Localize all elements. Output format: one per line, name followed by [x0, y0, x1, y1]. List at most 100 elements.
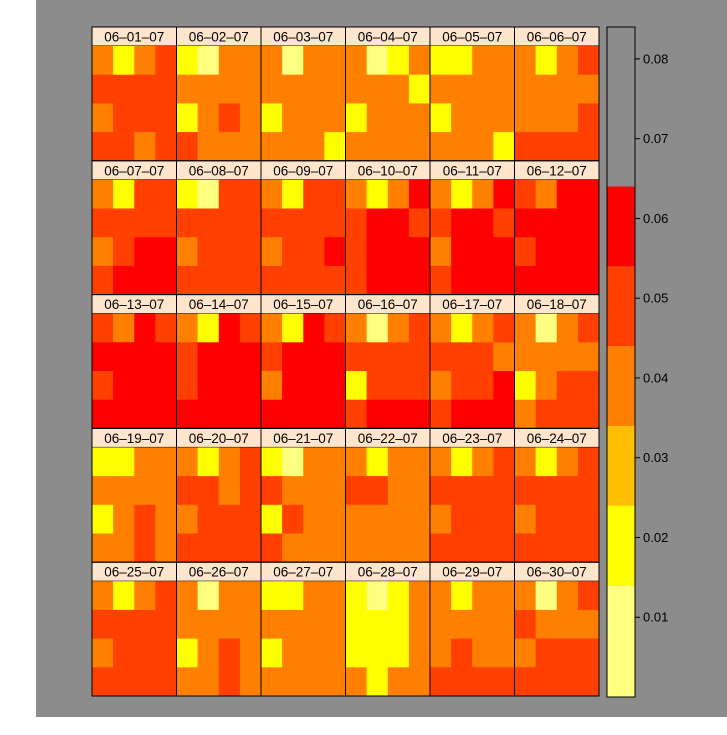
heatmap-cell [387, 208, 410, 238]
heatmap-cell [282, 208, 304, 238]
heatmap-cell [408, 504, 431, 534]
heatmap-cell [155, 533, 177, 563]
heatmap-cell [451, 237, 473, 267]
heatmap-cell [472, 342, 494, 372]
heatmap-cell [451, 371, 473, 401]
heatmap-cell [92, 399, 114, 429]
heatmap-cell [92, 447, 114, 477]
heatmap-cell [535, 265, 558, 296]
heatmap-cell [197, 179, 220, 209]
heatmap-cell [176, 399, 199, 429]
heatmap-cell [261, 371, 283, 401]
heatmap-cell [451, 447, 473, 477]
heatmap-cell [176, 476, 199, 506]
heatmap-cell [176, 46, 199, 76]
heatmap-cell [239, 179, 262, 209]
heatmap-cell [134, 74, 156, 104]
panel-label: 06–13–07 [104, 297, 164, 312]
heatmap-cell [155, 399, 177, 429]
heatmap-cell [430, 237, 452, 267]
heatmap-cell [472, 447, 494, 477]
heatmap-cell [408, 237, 431, 267]
heatmap-cell [556, 667, 579, 697]
colorbar-tick-label: 0.02 [643, 530, 668, 545]
heatmap-cell [345, 399, 368, 429]
heatmap-cell [197, 313, 220, 343]
heatmap-cell [113, 179, 135, 209]
heatmap-cell [176, 179, 199, 209]
heatmap-cell [556, 313, 579, 343]
colorbar-border [606, 26, 636, 698]
heatmap-cell [577, 504, 600, 534]
heatmap-cell [387, 476, 410, 506]
heatmap-cell [282, 504, 304, 534]
panel-border [514, 561, 600, 697]
heatmap-cell [514, 103, 537, 133]
heatmap-cell [514, 46, 537, 76]
heatmap-cell [408, 103, 431, 133]
heatmap-cell [197, 132, 220, 162]
heatmap-cell [92, 638, 114, 668]
heatmap-cell [261, 581, 283, 611]
heatmap-cell [535, 609, 558, 640]
heatmap-cell [366, 609, 389, 640]
heatmap-cell [113, 371, 135, 401]
heatmap-cell [92, 342, 114, 372]
heatmap-cell [430, 103, 452, 133]
heatmap-cell [303, 371, 325, 401]
heatmap-cell [134, 208, 156, 238]
heatmap-cell [239, 476, 262, 506]
heatmap-cell [303, 609, 325, 640]
heatmap-cell [239, 313, 262, 343]
heatmap-cell [493, 342, 515, 372]
heatmap-cell [261, 237, 283, 267]
heatmap-cell [366, 638, 389, 668]
heatmap-cell [345, 132, 368, 162]
heatmap-cell [218, 342, 241, 372]
heatmap-cell [197, 667, 220, 697]
heatmap-cell [451, 533, 473, 563]
heatmap-cell [303, 74, 325, 104]
heatmap-cell [92, 46, 114, 76]
heatmap-cell [345, 208, 368, 238]
heatmap-cell [261, 179, 283, 209]
heatmap-cell [282, 476, 304, 506]
heatmap-cell [345, 103, 368, 133]
heatmap-cell [493, 46, 515, 76]
heatmap-cell [535, 504, 558, 534]
heatmap-cell [493, 208, 515, 238]
heatmap-cell [324, 265, 346, 296]
heatmap-cell [324, 476, 346, 506]
heatmap-cell [282, 533, 304, 563]
heatmap-cell [218, 237, 241, 267]
heatmap-cell [239, 371, 262, 401]
heatmap-cell [577, 638, 600, 668]
heatmap-cell [155, 265, 177, 296]
heatmap-cell [134, 179, 156, 209]
heatmap-cell [218, 476, 241, 506]
heatmap-cell [134, 371, 156, 401]
panel-label: 06–23–07 [442, 431, 502, 446]
heatmap-cell [92, 103, 114, 133]
heatmap-cell [366, 581, 389, 611]
heatmap-cell [451, 208, 473, 238]
heatmap-cell [556, 208, 579, 238]
heatmap-cell [430, 342, 452, 372]
heatmap-cell [387, 265, 410, 296]
heatmap-cell [155, 342, 177, 372]
heatmap-cell [239, 638, 262, 668]
heatmap-cell [556, 371, 579, 401]
panel-label: 06–15–07 [273, 297, 333, 312]
heatmap-cell [430, 609, 452, 640]
heatmap-cell [535, 399, 558, 429]
heatmap-cell [176, 581, 199, 611]
heatmap-cell [239, 103, 262, 133]
heatmap-cell [239, 74, 262, 104]
heatmap-cell [366, 342, 389, 372]
heatmap-cell [261, 46, 283, 76]
heatmap-cell [430, 265, 452, 296]
heatmap-cell [239, 237, 262, 267]
heatmap-cell [239, 504, 262, 534]
heatmap-cell [239, 581, 262, 611]
heatmap-cell [408, 179, 431, 209]
